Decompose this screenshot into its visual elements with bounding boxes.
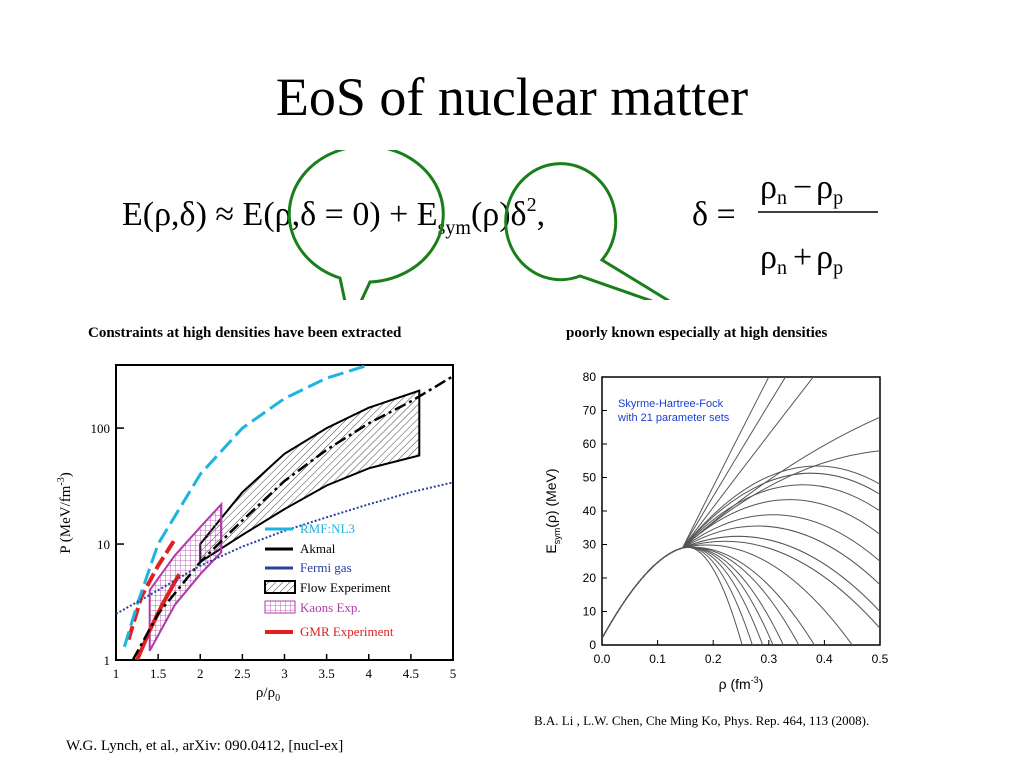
eq-lhs: E(ρ,δ) ≈ E(ρ,δ = 0) + E [122,196,438,233]
rmf-line [122,365,370,648]
legend-gmr: GMR Experiment [300,624,394,639]
caption-left: Constraints at high densities have been … [88,325,402,341]
reference-right: B.A. Li , L.W. Chen, Che Ming Ko, Phys. … [534,713,870,728]
kaons-band [148,501,223,652]
p-xtick: 3.5 [319,666,335,681]
legend-rmf: RMF:NL3 [300,521,355,536]
esym-xtick: 0.2 [705,652,722,666]
eq-comma: , [537,196,546,233]
esym-ytick: 50 [583,471,597,485]
formula-area: E(ρ,δ) ≈ E(ρ,δ = 0) + Esym(ρ)δ2, δ = ρn −… [122,150,878,300]
svg-text:ρn+ρp: ρn + ρp [760,239,843,279]
p-xtick: 4.5 [403,666,419,681]
esym-ytick: 20 [583,571,597,585]
esym-chart: 0.0 0.1 0.2 0.3 0.4 0.5 0 10 20 30 40 50 60 70 80 Skyr… [543,370,889,692]
p-xtick: 2 [197,666,204,681]
gmr-upper [126,538,177,641]
eq-sup: 2 [527,194,537,216]
esym-xlabel: ρ (fm-3) [719,675,764,692]
p-xlabel: ρ/ρ0 [256,685,280,704]
esym-xtick: 0.5 [872,652,889,666]
eq-sub-sym: sym [438,217,472,239]
p-ytick: 100 [91,421,111,436]
esym-ytick: 30 [583,538,597,552]
esym-xtick: 0.4 [816,652,833,666]
reference-left: W.G. Lynch, et al., arXiv: 090.0412, [nu… [66,738,344,754]
esym-ytick: 60 [583,437,597,451]
akmal-line [131,375,453,660]
esym-xtick: 0.3 [760,652,777,666]
esym-curve [602,377,770,639]
p-xtick: 1.5 [150,666,166,681]
legend-kaons: Kaons Exp. [300,600,361,615]
p-xtick: 1 [113,666,120,681]
esym-ytick: 40 [583,504,597,518]
fraction: ρn − ρp ρn + ρp [758,169,878,279]
esym-frame [601,376,881,646]
esym-ytick: 0 [589,638,596,652]
speech-bubble-left [287,150,445,300]
esym-xtick: 0.1 [649,652,666,666]
esym-ytick: 10 [583,605,597,619]
p-xtick: 4 [366,666,373,681]
p-xtick: 2.5 [234,666,250,681]
p-xtick: 5 [450,666,457,681]
esym-annotation-1: Skyrme-Hartree-Fock [618,398,724,410]
p-ylabel: P (MeV/fm-3) [56,472,74,554]
p-ytick: 10 [97,537,110,552]
equation: E(ρ,δ) ≈ E(ρ,δ = 0) + Esym(ρ)δ2, δ = ρn −… [122,169,878,279]
delta-eq: δ = [692,196,736,233]
esym-ytick: 70 [583,404,597,418]
legend: RMF:NL3 Akmal Fermi gas Flow Experiment … [264,521,394,639]
legend-fermi: Fermi gas [300,560,352,575]
pressure-chart: 1 1.5 2 2.5 3 3.5 4 4.5 5 1 10 100 RMF:NL3 Akmal Fe… [56,364,457,704]
legend-flow: Flow Experiment [300,580,391,595]
esym-ytick: 80 [583,370,597,384]
esym-ylabel: Esym(ρ) (MeV) [543,468,562,553]
speech-bubble-right [504,162,671,300]
esym-xtick: 0.0 [594,652,611,666]
slide-title: EoS of nuclear matter [275,67,749,127]
flow-band [199,389,421,564]
p-ytick: 1 [104,653,111,668]
svg-text:E(ρ,δ) ≈ E(ρ,δ = 0) + Esym(ρ)δ: E(ρ,δ) ≈ E(ρ,δ = 0) + Esym(ρ)δ2, [122,194,545,239]
svg-text:ρn−ρp: ρn − ρp [760,169,843,209]
p-xtick: 3 [281,666,288,681]
legend-akmal: Akmal [300,541,336,556]
esym-annotation-2: with 21 parameter sets [617,412,730,424]
eq-mid: (ρ)δ [471,196,527,233]
caption-right: poorly known especially at high densitie… [566,325,828,341]
fermi-line [116,481,453,615]
